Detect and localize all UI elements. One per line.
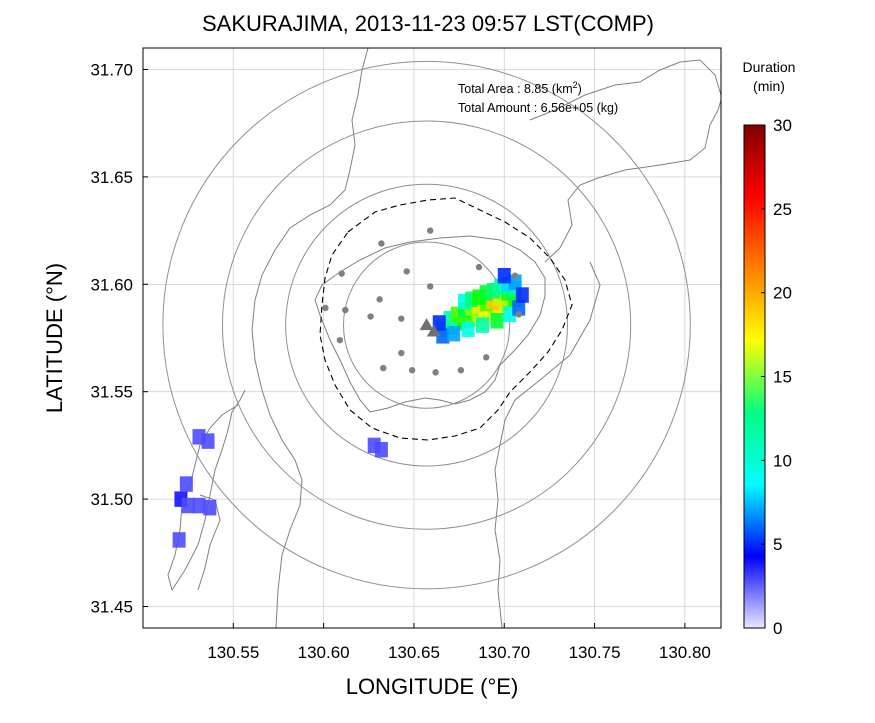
total-area-text: Total Area : 8.85 (km: [458, 82, 573, 96]
duration-cell: [181, 497, 195, 514]
grid-lines: [143, 48, 721, 628]
duration-cell: [490, 313, 504, 329]
duration-cell: [476, 317, 490, 333]
station-marker: [511, 272, 519, 279]
duration-cell: [374, 441, 388, 458]
plot-frame: [142, 47, 722, 629]
vent-triangle-marker: [426, 324, 441, 337]
station-marker: [432, 369, 439, 376]
duration-cell: [508, 274, 522, 290]
colorbar-title-unit: (min): [753, 78, 785, 94]
y-tick-label: 31.70: [90, 60, 133, 79]
x-tick-label: 130.55: [207, 643, 259, 662]
y-tick-label: 31.60: [90, 275, 133, 294]
colorbar-tick-label: 30: [773, 116, 792, 135]
colorbar-tick-label: 20: [773, 284, 792, 303]
area-unit-close: ): [578, 82, 582, 96]
colorbar-tick-label: 15: [773, 368, 792, 387]
aira-caldera-coast: [251, 48, 369, 628]
colorbar-tick-label: 5: [773, 535, 782, 554]
duration-cell: [203, 499, 217, 516]
station-marker: [426, 283, 434, 290]
range-ring: [162, 60, 691, 590]
y-tick-label: 31.55: [90, 383, 133, 402]
coastline: [167, 48, 721, 628]
station-marker: [457, 367, 465, 374]
x-tick-label: 130.80: [659, 643, 711, 662]
y-tick-label: 31.65: [90, 168, 133, 187]
duration-cell: [497, 267, 511, 284]
duration-cell: [201, 433, 215, 449]
range-rings: [162, 60, 691, 590]
y-axis-label: LATITUDE (°N): [42, 263, 67, 413]
duration-cell: [172, 532, 186, 548]
plot-area: [143, 48, 721, 628]
detection-boundary: [319, 197, 573, 441]
range-ring: [342, 241, 511, 409]
duration-cells: [172, 267, 529, 548]
x-tick-label: 130.60: [298, 643, 350, 662]
station-marker: [482, 354, 490, 361]
station-marker: [322, 304, 329, 312]
station-marker: [398, 315, 405, 322]
x-tick-label: 130.70: [478, 643, 530, 662]
duration-cell: [447, 325, 461, 342]
station-marker: [398, 349, 405, 357]
total-area-annotation: Total Area : 8.85 (km2): [458, 80, 582, 96]
vent-triangle-marker: [419, 318, 434, 331]
station-marker: [426, 227, 434, 234]
duration-cell: [512, 300, 526, 316]
range-ring: [285, 183, 568, 467]
station-marker: [515, 311, 522, 318]
colorbar-title-duration: Duration: [743, 59, 796, 75]
duration-cell: [192, 497, 206, 514]
range-ring: [221, 120, 632, 530]
y-axis-ticks: 31.45 31.50 31.55 31.60 31.65 31.70: [90, 60, 148, 617]
colorbar-tick-label: 25: [773, 200, 792, 219]
colorbar-tick-label: 0: [773, 619, 782, 638]
station-marker: [403, 268, 410, 275]
station-marker: [408, 367, 416, 374]
station-marker: [378, 240, 385, 247]
sakurajima-coastline: [314, 235, 546, 413]
vent-markers: [419, 318, 441, 337]
station-marker: [338, 270, 345, 277]
x-axis-label: LONGITUDE (°E): [346, 674, 519, 699]
total-amount-annotation: Total Amount : 6.56e+05 (kg): [458, 101, 618, 115]
area-unit-superscript: 2: [573, 80, 578, 90]
y-tick-label: 31.45: [90, 598, 133, 617]
x-tick-label: 130.65: [388, 643, 440, 662]
duration-cell: [179, 476, 193, 492]
duration-cell: [461, 321, 475, 338]
station-marker: [336, 336, 344, 344]
duration-cell: [432, 315, 446, 331]
station-marker: [342, 306, 349, 314]
colorbar-ticks: 0 5 10 15 20 25 30: [761, 116, 792, 638]
colorbar-tick-label: 10: [773, 451, 792, 470]
station-marker: [376, 296, 383, 303]
station-marker: [475, 263, 483, 271]
station-marker: [380, 364, 387, 372]
station-marker: [367, 313, 374, 320]
osumi-peninsula-coast: [494, 59, 721, 628]
duration-cell: [436, 328, 450, 344]
x-axis-ticks: 130.55 130.60 130.65 130.70 130.75 130.80: [207, 623, 711, 662]
duration-cell: [515, 287, 529, 303]
x-tick-label: 130.75: [569, 643, 621, 662]
chart-title: SAKURAJIMA, 2013-11-23 09:57 LST(COMP): [202, 11, 654, 36]
station-markers: [322, 227, 522, 376]
y-tick-label: 31.50: [90, 490, 133, 509]
